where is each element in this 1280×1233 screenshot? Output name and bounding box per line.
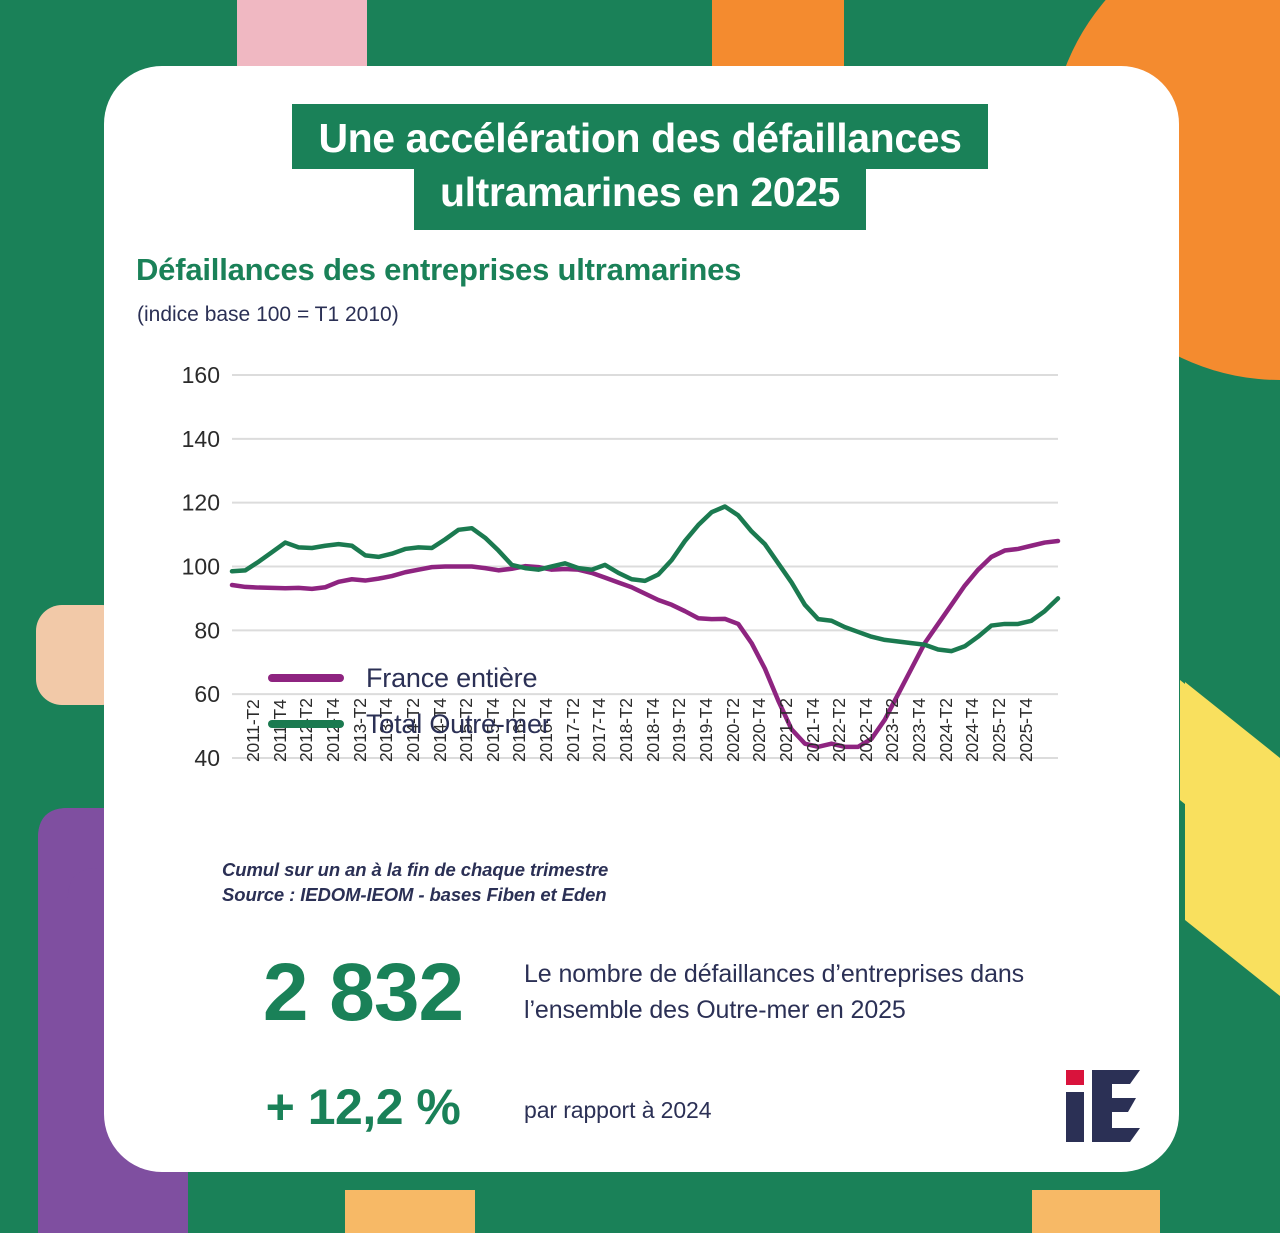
legend-label-outremer: Total Outre-mer xyxy=(366,708,551,739)
x-axis-tick-label: 2019-T4 xyxy=(695,698,716,762)
x-axis-tick-label: 2018-T4 xyxy=(642,698,663,762)
source-line-2: Source : IEDOM-IEOM - bases Fiben et Ede… xyxy=(222,883,607,905)
svg-text:160: 160 xyxy=(182,362,220,388)
svg-text:60: 60 xyxy=(194,681,220,707)
legend-item-france: France entière xyxy=(268,655,551,701)
series-line xyxy=(229,504,1061,654)
chart-series-lines xyxy=(229,504,1061,750)
chart-y-axis-labels: 40 60 80 100 120 140 160 xyxy=(182,362,220,770)
chart-title: Défaillances des entreprises ultramarine… xyxy=(136,252,742,287)
x-axis-tick-label: 2025-T2 xyxy=(989,698,1010,762)
deco-bottom-stripe-1 xyxy=(345,1190,475,1233)
x-axis-tick-label: 2019-T2 xyxy=(669,698,690,762)
key-figure-percent: + 12,2 % xyxy=(265,1079,461,1135)
x-axis-tick-label: 2022-T2 xyxy=(829,698,850,762)
x-axis-tick-label: 2020-T4 xyxy=(749,698,770,762)
svg-text:140: 140 xyxy=(182,426,220,452)
x-axis-tick-label: 2017-T2 xyxy=(562,698,583,762)
x-axis-tick-label: 2021-T4 xyxy=(802,698,823,762)
page-title: Une accélération des défaillances ultram… xyxy=(0,104,1280,230)
x-axis-tick-label: 2022-T4 xyxy=(855,698,876,762)
legend-swatch-outremer xyxy=(268,720,344,728)
svg-text:120: 120 xyxy=(182,490,220,516)
x-axis-tick-label: 2024-T4 xyxy=(962,698,983,762)
svg-text:80: 80 xyxy=(194,617,220,643)
svg-text:100: 100 xyxy=(182,554,220,580)
series-line xyxy=(229,538,1061,750)
main-card xyxy=(104,66,1179,1172)
logo-e xyxy=(1092,1070,1140,1142)
source-line-1: Cumul sur un an à la fin de chaque trime… xyxy=(222,859,609,880)
deco-yellow-chevron xyxy=(1180,680,1280,996)
x-axis-tick-label: 2023-T4 xyxy=(909,698,930,762)
x-axis-tick-label: 2025-T4 xyxy=(1015,698,1036,762)
key-figure-number: 2 832 xyxy=(262,947,464,1038)
legend-label-france: France entière xyxy=(366,662,538,693)
x-axis-tick-label: 2020-T2 xyxy=(722,698,743,762)
chart-source-note: Cumul sur un an à la fin de chaque trime… xyxy=(222,858,608,908)
title-line-2: ultramarines en 2025 xyxy=(414,166,866,230)
line-chart: 40 60 80 100 120 140 160 xyxy=(180,360,1070,770)
chart-svg: 40 60 80 100 120 140 160 xyxy=(182,362,1061,770)
x-axis-tick-label: 2024-T2 xyxy=(935,698,956,762)
x-axis-tick-label: 2017-T4 xyxy=(589,698,610,762)
x-axis-tick-label: 2021-T2 xyxy=(775,698,796,762)
chart-legend: France entière Total Outre-mer xyxy=(268,655,551,747)
x-axis-tick-label: 2011-T2 xyxy=(243,699,263,762)
iedom-logo xyxy=(1066,1070,1140,1142)
logo-i-stem xyxy=(1066,1092,1084,1142)
chart-x-axis-labels: 2011-T2 2011-T4 2012-T2 2012-T4 2013-T2 2013-… xyxy=(232,698,1062,858)
chart-subtitle: (indice base 100 = T1 2010) xyxy=(137,303,399,326)
x-axis-tick-label: 2023-T2 xyxy=(882,698,903,762)
x-axis-tick-label: 2018-T2 xyxy=(616,698,637,762)
key-figure-description: Le nombre de défaillances d’entreprises … xyxy=(524,960,1025,1024)
svg-text:40: 40 xyxy=(194,745,220,770)
legend-swatch-france xyxy=(268,674,344,682)
title-line-1: Une accélération des défaillances xyxy=(292,104,988,169)
key-figure-percent-description: par rapport à 2024 xyxy=(524,1097,712,1123)
deco-bottom-stripe-2 xyxy=(1032,1190,1160,1233)
logo-dot xyxy=(1066,1070,1084,1085)
chart-gridlines xyxy=(232,374,1058,759)
legend-item-outremer: Total Outre-mer xyxy=(268,701,551,747)
